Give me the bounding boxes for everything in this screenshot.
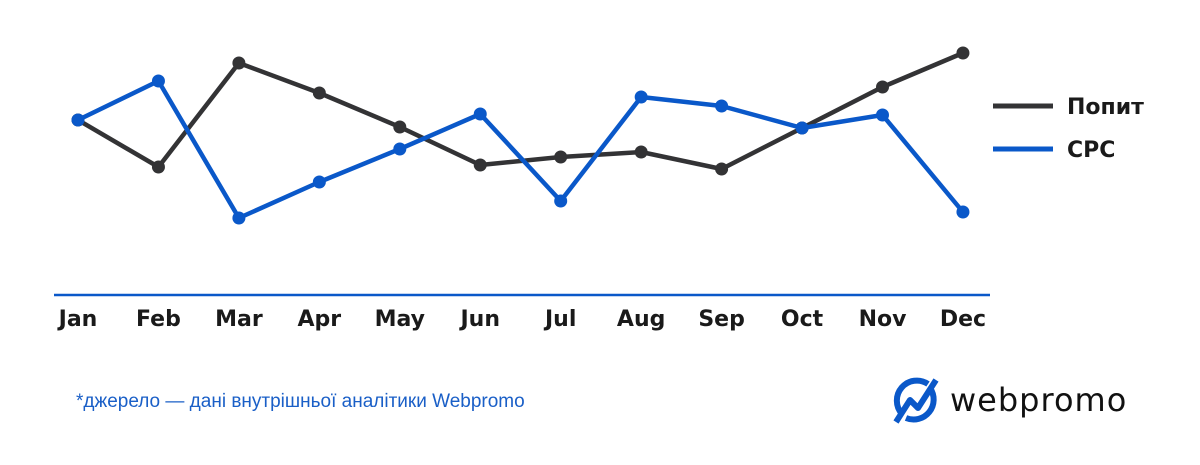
x-tick-label: Jun <box>458 307 500 332</box>
x-tick-label: Mar <box>215 307 263 332</box>
data-point <box>956 46 970 60</box>
x-tick-label: Dec <box>940 307 986 332</box>
data-point <box>554 194 568 208</box>
data-point <box>71 113 85 127</box>
x-tick-label: Jan <box>57 307 98 332</box>
data-point <box>634 145 648 159</box>
x-tick-label: Jul <box>543 307 576 332</box>
legend-label: CPC <box>1067 138 1115 163</box>
data-point <box>393 120 407 134</box>
source-footnote: *джерело — дані внутрішньої аналітики We… <box>76 391 525 412</box>
webpromo-logo: webpromo <box>890 374 1127 426</box>
data-point <box>956 205 970 219</box>
data-point <box>151 74 165 88</box>
data-point <box>312 175 326 189</box>
x-tick-label: Aug <box>617 307 665 332</box>
series-line-0 <box>76 50 964 172</box>
x-tick-label: Feb <box>136 307 181 332</box>
series-line-1 <box>77 78 965 221</box>
data-point <box>715 162 729 176</box>
data-point <box>634 90 648 104</box>
data-point <box>232 211 246 225</box>
data-point <box>876 80 889 94</box>
x-tick-label: Oct <box>781 307 824 332</box>
data-point <box>232 56 246 70</box>
data-point <box>795 121 809 135</box>
data-point <box>715 99 729 113</box>
legend-label: Попит <box>1067 95 1144 120</box>
x-tick-label: Nov <box>859 307 908 332</box>
chart-arrow-circle-icon <box>893 377 939 424</box>
logo-wordmark: webpromo <box>950 381 1128 419</box>
x-tick-label: Sep <box>698 307 745 332</box>
data-point <box>554 150 568 164</box>
data-point <box>473 107 487 121</box>
data-point <box>473 158 487 172</box>
x-tick-label: Apr <box>298 307 342 332</box>
data-point <box>151 160 165 174</box>
data-point <box>312 86 326 100</box>
data-point <box>393 142 407 156</box>
data-point <box>876 108 889 122</box>
x-tick-label: May <box>375 307 425 332</box>
